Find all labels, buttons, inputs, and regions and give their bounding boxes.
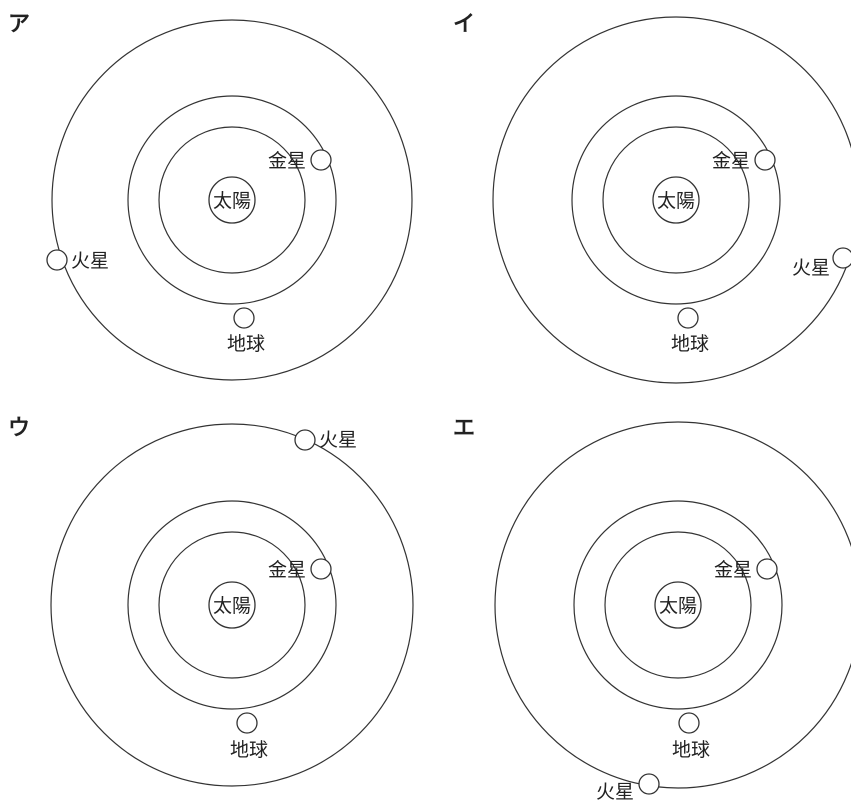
earth-orbit [127, 95, 337, 305]
panel-a: ア 太陽 金星 地球 火星 [8, 12, 413, 381]
earth-label: 地球 [671, 333, 709, 355]
panel-label: ア [8, 12, 30, 37]
panel-label: エ [453, 416, 475, 441]
mars-label: 火星 [596, 781, 634, 803]
venus-label: 金星 [268, 150, 306, 172]
venus [310, 149, 332, 171]
earth-label: 地球 [227, 333, 265, 355]
mars [294, 429, 316, 451]
mars-label: 火星 [71, 250, 109, 272]
panel-i: イ 太陽 金星 地球 火星 [453, 12, 851, 384]
venus-label: 金星 [714, 559, 752, 581]
earth-orbit [573, 500, 783, 710]
mars-orbit [50, 423, 414, 787]
mars-orbit [51, 19, 413, 381]
venus-label: 金星 [712, 150, 750, 172]
earth [678, 712, 700, 734]
sun [208, 176, 256, 224]
venus-orbit [158, 531, 306, 679]
earth [233, 307, 255, 329]
mars-label: 火星 [792, 257, 830, 279]
sun [654, 581, 702, 629]
mars [832, 247, 851, 269]
earth [677, 307, 699, 329]
sun-label: 太陽 [213, 595, 251, 617]
venus [310, 558, 332, 580]
sun-label: 太陽 [657, 190, 695, 212]
earth-label: 地球 [230, 739, 268, 761]
mars-label: 火星 [319, 429, 357, 451]
venus-orbit [602, 126, 750, 274]
venus [754, 149, 776, 171]
venus [756, 558, 778, 580]
mars-orbit [492, 16, 851, 384]
earth-label: 地球 [672, 739, 710, 761]
venus-orbit [158, 126, 306, 274]
sun-label: 太陽 [213, 190, 251, 212]
panel-label: ウ [8, 416, 30, 441]
earth [236, 712, 258, 734]
sun [208, 581, 256, 629]
panel-e: エ 太陽 金星 地球 火星 [453, 416, 851, 803]
panel-u: ウ 太陽 金星 地球 火星 [8, 416, 414, 787]
mars-orbit [494, 421, 851, 789]
mars [46, 249, 68, 271]
venus-label: 金星 [268, 559, 306, 581]
mars [638, 773, 660, 795]
earth-orbit [571, 95, 781, 305]
venus-orbit [604, 531, 752, 679]
panel-label: イ [453, 12, 475, 37]
earth-orbit [127, 500, 337, 710]
sun-label: 太陽 [659, 595, 697, 617]
sun [652, 176, 700, 224]
